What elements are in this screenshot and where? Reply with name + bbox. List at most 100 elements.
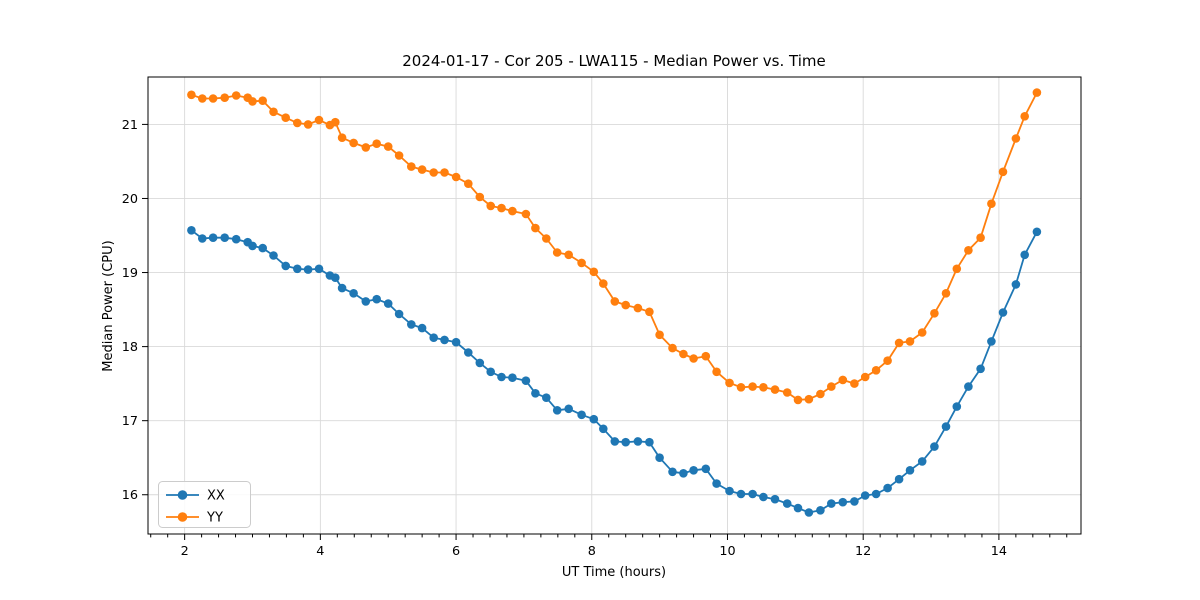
data-point [521, 209, 531, 219]
data-point [475, 192, 485, 202]
series-yy-line [191, 92, 1038, 401]
data-point [508, 373, 517, 383]
data-series [187, 88, 1042, 517]
legend-marker-icon-yy [177, 512, 188, 522]
data-point [964, 382, 973, 391]
data-point [269, 251, 278, 260]
x-tick-label: 2 [181, 544, 189, 559]
data-point [331, 117, 340, 127]
data-point [1032, 227, 1042, 237]
data-point [621, 300, 630, 310]
series-yy-markers [187, 88, 1042, 405]
data-point [497, 203, 506, 213]
y-tick-label: 20 [122, 192, 138, 207]
x-tick-label: 14 [991, 544, 1007, 559]
data-point [451, 172, 461, 182]
data-point [701, 351, 711, 361]
data-point [417, 323, 427, 333]
data-point [930, 309, 939, 318]
data-point [248, 97, 257, 106]
data-point [987, 199, 996, 208]
data-point [281, 113, 291, 122]
data-point [621, 437, 630, 447]
data-point [941, 289, 951, 298]
data-point [564, 404, 573, 414]
data-point [293, 264, 302, 274]
gridlines [148, 77, 1081, 534]
data-point [976, 364, 985, 374]
data-point [689, 354, 698, 363]
legend-entry-xx: XX [166, 489, 225, 504]
data-point [187, 226, 196, 235]
data-point [464, 179, 473, 188]
data-point [987, 337, 996, 346]
data-point [905, 466, 915, 475]
y-tick-label: 19 [122, 266, 138, 281]
data-point [464, 348, 473, 357]
data-point [759, 492, 768, 502]
data-point [440, 168, 449, 177]
data-point [337, 133, 347, 142]
data-point [208, 233, 218, 242]
data-point [883, 356, 892, 366]
data-point [804, 508, 814, 517]
data-point [894, 474, 904, 484]
data-point [610, 437, 620, 446]
data-point [1032, 88, 1042, 97]
data-point [258, 243, 268, 253]
data-point [917, 457, 927, 466]
data-point [486, 201, 496, 211]
data-point [258, 96, 268, 105]
y-tick-label: 17 [122, 414, 138, 429]
data-point [1011, 280, 1021, 289]
data-point [816, 389, 825, 399]
data-point [793, 503, 803, 513]
data-point [712, 479, 721, 488]
data-point [486, 367, 496, 377]
data-point [589, 414, 599, 424]
data-point [804, 394, 814, 404]
data-point [429, 168, 439, 177]
data-point [475, 358, 485, 368]
data-point [372, 294, 382, 304]
data-point [521, 376, 531, 386]
data-point [712, 367, 721, 377]
data-point [440, 335, 449, 345]
data-point [770, 494, 780, 504]
data-point [531, 223, 540, 233]
plot-frame [147, 76, 1082, 535]
data-point [725, 378, 734, 388]
data-point [633, 437, 643, 446]
data-point [816, 506, 825, 515]
data-point [871, 366, 881, 375]
data-point [976, 233, 985, 242]
data-point [314, 264, 324, 274]
data-point [1020, 112, 1029, 121]
data-point [220, 93, 229, 102]
x-tick-label: 8 [588, 544, 596, 559]
data-point [736, 489, 746, 499]
data-point [303, 120, 313, 129]
data-point [331, 273, 340, 283]
data-point [725, 486, 734, 496]
legend-label-yy: YY [206, 511, 223, 526]
data-point [689, 466, 698, 475]
y-axis-label: Median Power (CPU) [101, 240, 116, 371]
data-point [383, 142, 393, 151]
data-point [599, 279, 608, 288]
data-point [701, 464, 711, 474]
data-point [231, 234, 241, 244]
data-point [248, 241, 257, 251]
data-point [930, 442, 939, 451]
data-point [941, 422, 951, 431]
data-point [407, 162, 416, 171]
y-tick-label: 21 [122, 118, 138, 133]
data-point [542, 393, 551, 403]
data-point [372, 139, 382, 148]
data-point [655, 330, 664, 340]
legend: XX YY [158, 481, 251, 528]
data-point [770, 385, 780, 394]
data-point [577, 410, 586, 420]
